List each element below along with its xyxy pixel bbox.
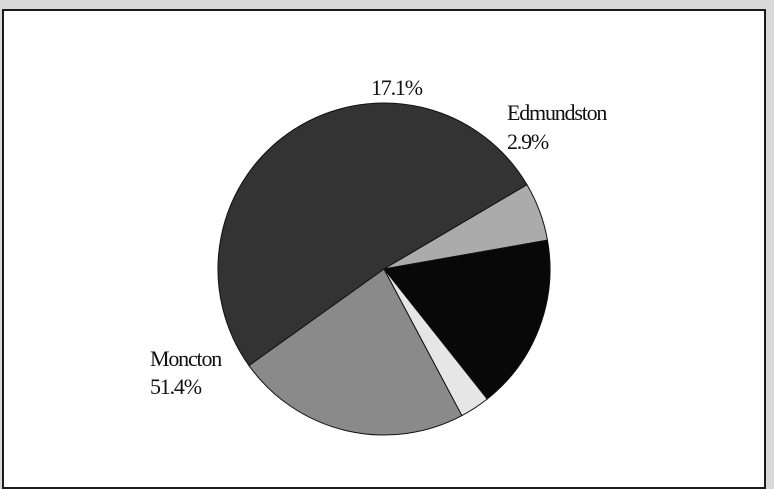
pie-slice-3 <box>383 239 551 400</box>
slice-value-top: 17.1% <box>371 75 423 100</box>
slice-value-edmundston: 2.9% <box>507 129 549 154</box>
slice-label-moncton: Moncton <box>150 346 222 371</box>
slice-value-moncton: 51.4% <box>150 374 202 399</box>
pie-slice-4 <box>383 268 488 417</box>
pie-slice-0 <box>248 268 463 436</box>
pie-slice-1 <box>217 102 528 367</box>
slice-label-edmundston: Edmundston <box>507 100 607 125</box>
